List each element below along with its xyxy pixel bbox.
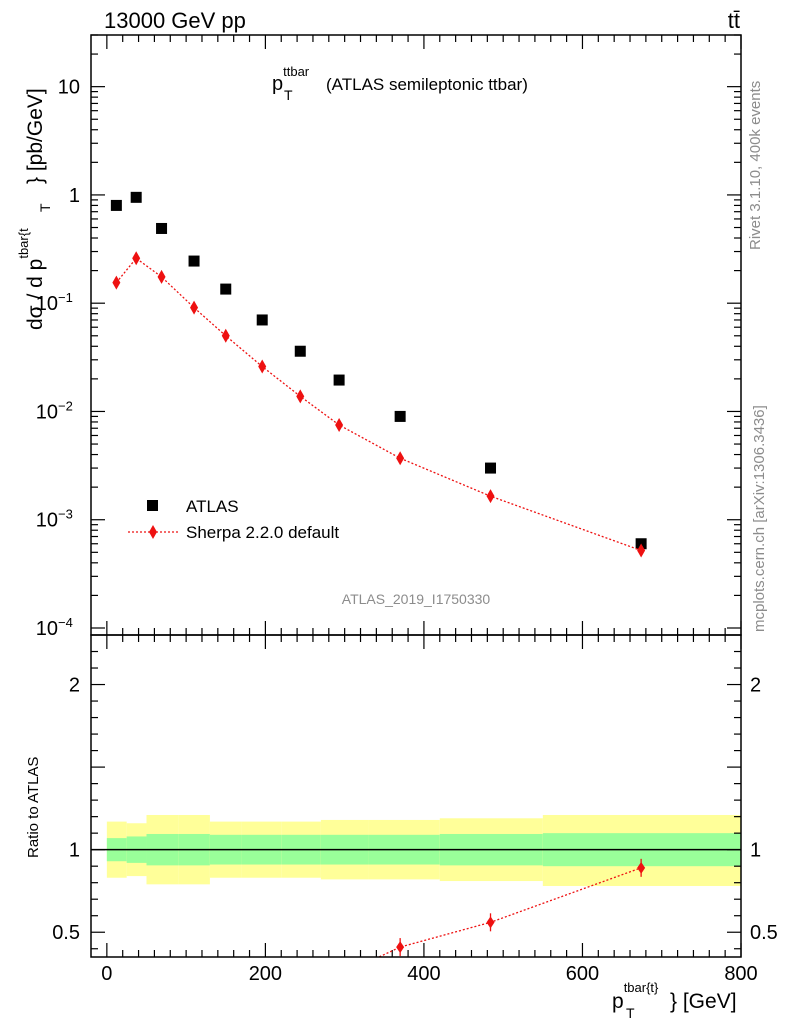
ratio-data-point: [396, 941, 405, 954]
sherpa-data-point: [335, 417, 344, 432]
atlas-data-point: [256, 314, 268, 326]
title-subscript: T: [284, 87, 293, 103]
sherpa-data-point: [637, 543, 646, 558]
xlabel-subscript: T: [626, 1005, 635, 1021]
atlas-data-point: [333, 374, 345, 386]
x-tick-label: 0: [101, 963, 112, 985]
y-tick-label-exponent: −4: [58, 615, 73, 630]
plot-title: pttbar T (ATLAS semileptonic ttbar): [272, 64, 528, 103]
atlas-data-point: [485, 462, 497, 474]
ratio-data-point: [637, 861, 646, 874]
ratio-y-tick-label-right: 0.5: [750, 922, 778, 944]
y-tick-label: 10: [58, 77, 80, 99]
process-label: 13000 GeV pp: [104, 8, 246, 33]
legend-sherpa-marker: [149, 525, 157, 539]
ratio-y-tick-label: 1: [69, 840, 80, 862]
ratio-data-point: [486, 916, 495, 929]
ratio-axis-ticks: 2 2 1 1 0.5 0.5 0 200 400 600 800: [52, 650, 778, 985]
atlas-data-point: [220, 283, 232, 295]
ratio-line: [377, 867, 642, 957]
y-tick-label: 1: [69, 185, 80, 207]
atlas-data-point: [130, 191, 142, 203]
ratio-uncertainty-bands: [106, 814, 741, 886]
ylabel-superscript: tbar{t: [16, 228, 31, 259]
title-main: p: [272, 73, 283, 95]
sherpa-data-point: [190, 300, 199, 315]
y-tick-label-exponent: −3: [58, 507, 73, 522]
atlas-data-point: [110, 199, 122, 211]
channel-label: tt̄: [728, 8, 740, 33]
mcplots-info: mcplots.cern.ch [arXiv:1306.3436]: [751, 405, 768, 632]
sherpa-data-point: [296, 389, 305, 404]
title-rest: (ATLAS semileptonic ttbar): [326, 75, 528, 94]
xlabel-superscript: tbar{t}: [624, 980, 659, 995]
atlas-data-point: [394, 410, 406, 422]
ratio-y-tick-label-right: 2: [750, 675, 761, 697]
xlabel-end: } [GeV]: [670, 990, 737, 1013]
sherpa-data-point: [486, 489, 495, 504]
sherpa-data-point: [132, 251, 141, 266]
rivet-info: Rivet 3.1.10, 400k events: [747, 81, 764, 250]
sherpa-data-point: [258, 359, 267, 374]
ylabel-end: } [pb/GeV]: [24, 88, 47, 184]
y-tick-label: 10: [36, 401, 58, 423]
atlas-data-point: [294, 345, 306, 357]
y-tick-label-exponent: −1: [58, 290, 73, 305]
analysis-watermark: ATLAS_2019_I1750330: [342, 591, 491, 607]
ratio-y-tick-label-right: 1: [750, 840, 761, 862]
y-tick-label: 10: [36, 510, 58, 532]
atlas-data-point: [188, 255, 200, 267]
ratio-plot-frame: [90, 634, 742, 958]
xlabel-main: p: [612, 990, 624, 1013]
ratio-data-series: [377, 858, 646, 957]
title-superscript: ttbar: [283, 64, 310, 79]
y-tick-label: 10: [36, 618, 58, 640]
sherpa-data-point: [157, 269, 166, 284]
y-tick-label-exponent: −2: [58, 398, 73, 413]
sherpa-data-point: [396, 451, 405, 466]
x-tick-label: 800: [724, 963, 757, 985]
x-tick-label: 400: [407, 963, 440, 985]
main-data-series: [110, 191, 647, 558]
x-axis-label: ptbar{t} T } [GeV]: [612, 980, 737, 1021]
y-tick-label: 10: [36, 293, 58, 315]
ratio-y-tick-label: 2: [69, 675, 80, 697]
legend: ATLAS Sherpa 2.2.0 default: [128, 497, 339, 542]
ratio-y-tick-label: 0.5: [52, 922, 80, 944]
x-tick-label: 200: [249, 963, 282, 985]
main-y-axis-label: dσ / d ptbar{t T } [pb/GeV]: [16, 88, 53, 330]
ratio-y-axis-label: Ratio to ATLAS: [25, 757, 42, 858]
legend-atlas-label: ATLAS: [186, 497, 239, 516]
ylabel-subscript: T: [37, 203, 53, 212]
atlas-data-point: [156, 222, 168, 234]
sherpa-data-point: [221, 328, 230, 343]
legend-sherpa-label: Sherpa 2.2.0 default: [186, 523, 339, 542]
ylabel-main: dσ / d p: [24, 259, 47, 330]
legend-atlas-marker: [147, 500, 158, 511]
x-tick-label: 600: [566, 963, 599, 985]
sherpa-data-point: [112, 275, 121, 290]
